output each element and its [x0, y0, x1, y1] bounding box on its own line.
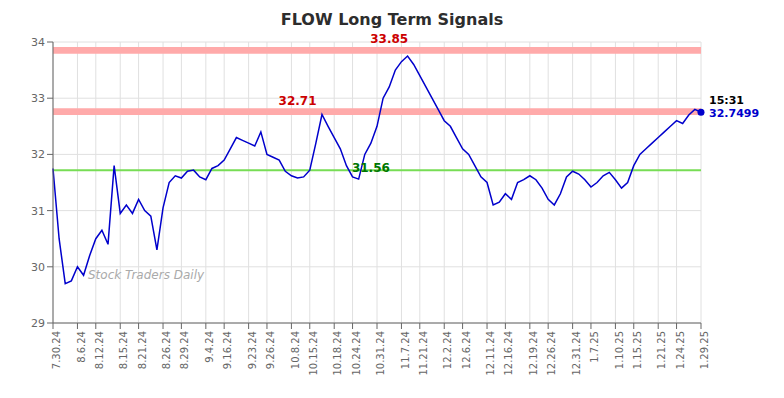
html-text:FLOW Long Term Signals: FLOW Long Term Signals	[280, 10, 504, 29]
svg-text:31.56: 31.56	[352, 161, 390, 175]
svg-text:11.7.24: 11.7.24	[400, 331, 411, 369]
svg-text:32.7499: 32.7499	[709, 107, 759, 120]
svg-text:9.26.24: 9.26.24	[265, 331, 276, 369]
svg-text:10.8.24: 10.8.24	[290, 331, 301, 369]
svg-text:8.26.24: 8.26.24	[161, 331, 172, 369]
svg-text:9.4.24: 9.4.24	[204, 331, 215, 363]
svg-text:33.85: 33.85	[370, 32, 408, 46]
svg-text:8.21.24: 8.21.24	[137, 331, 148, 369]
svg-text:32.71: 32.71	[279, 94, 317, 108]
svg-text:12.31.24: 12.31.24	[571, 331, 582, 376]
svg-text:8.15.24: 8.15.24	[118, 331, 129, 369]
svg-text:32: 32	[31, 148, 45, 161]
svg-text:7.30.24: 7.30.24	[51, 331, 62, 369]
svg-text:33: 33	[31, 92, 45, 105]
svg-text:10.24.24: 10.24.24	[351, 331, 362, 376]
svg-text:10.15.24: 10.15.24	[308, 331, 319, 376]
svg-text:12.19.24: 12.19.24	[528, 331, 539, 376]
svg-text:1.10.25: 1.10.25	[614, 331, 625, 369]
svg-text:9.16.24: 9.16.24	[222, 331, 233, 369]
svg-text:15:31: 15:31	[709, 94, 744, 107]
svg-text:31: 31	[31, 205, 45, 218]
svg-text:1.21.25: 1.21.25	[656, 331, 667, 369]
svg-text:10.18.24: 10.18.24	[332, 331, 343, 376]
svg-text:1.15.25: 1.15.25	[632, 331, 643, 369]
svg-text:12.2.24: 12.2.24	[442, 331, 453, 369]
svg-text:1.29.25: 1.29.25	[699, 331, 710, 369]
svg-text:1.24.25: 1.24.25	[675, 331, 686, 369]
svg-text:12.11.24: 12.11.24	[485, 331, 496, 376]
svg-text:8.12.24: 8.12.24	[94, 331, 105, 369]
svg-text:12.26.24: 12.26.24	[546, 331, 557, 376]
svg-text:12.6.24: 12.6.24	[461, 331, 472, 369]
svg-text:9.23.24: 9.23.24	[247, 331, 258, 369]
svg-text:34: 34	[31, 36, 45, 49]
html-text:Stock Traders Daily: Stock Traders Daily	[88, 268, 205, 282]
svg-text:30: 30	[31, 261, 45, 274]
svg-text:10.31.24: 10.31.24	[375, 331, 386, 376]
svg-text:11.21.24: 11.21.24	[418, 331, 429, 376]
svg-text:1.7.25: 1.7.25	[589, 331, 600, 363]
svg-text:12.16.24: 12.16.24	[503, 331, 514, 376]
svg-text:8.6.24: 8.6.24	[76, 331, 87, 363]
svg-text:8.29.24: 8.29.24	[179, 331, 190, 369]
svg-text:29: 29	[31, 317, 45, 330]
